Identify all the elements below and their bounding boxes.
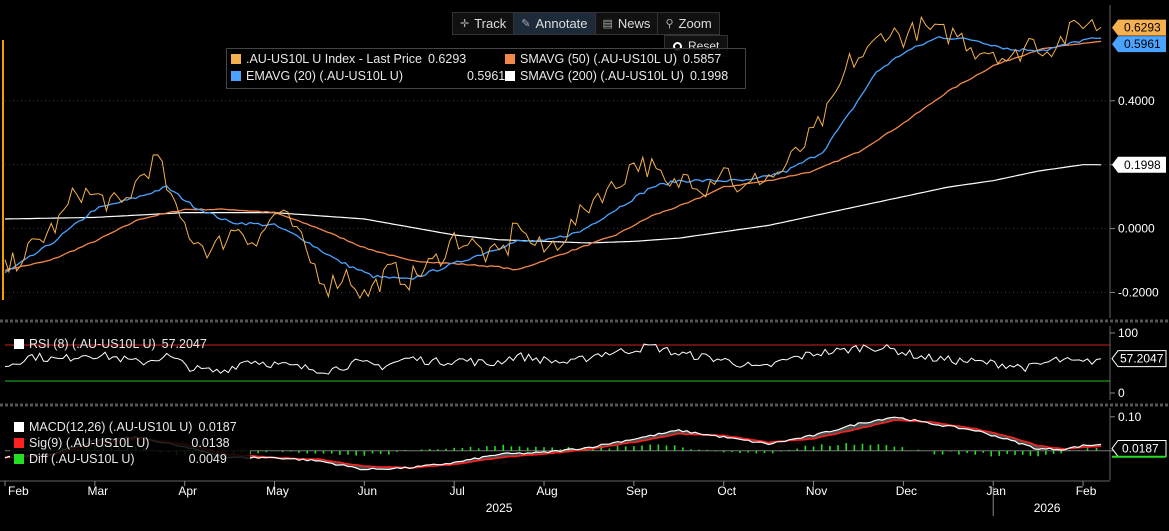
news-label: News	[617, 16, 651, 31]
price-y-tick-label: 0.4000	[1118, 94, 1155, 108]
legend-value-ema20: 0.5961	[466, 69, 506, 83]
news-button[interactable]: ▤ News	[596, 13, 659, 34]
legend-swatch-sma200	[505, 71, 515, 81]
x-tick-label: Sep	[626, 484, 648, 498]
x-tick-label: Jun	[358, 484, 377, 498]
x-tick-label: Mar	[88, 484, 109, 498]
legend-swatch-price	[231, 54, 241, 64]
legend-value-price: 0.6293	[428, 52, 467, 66]
rsi-panel: 100 0 57.2047	[0, 326, 1169, 407]
rsi-line	[4, 343, 1102, 375]
x-axis: Feb Mar Apr May Jun Jul Aug Sep Oct Nov Dec Jan Feb 2…	[0, 480, 1110, 516]
last-value-label: 0.6293	[1124, 21, 1161, 35]
chart-toolbar: ✛ Track ✎ Annotate ▤ News ⚲ Zoom	[452, 12, 720, 35]
macd-last-value-tag	[1111, 439, 1167, 457]
last-value-tag	[1112, 156, 1166, 173]
last-value-tag	[1112, 19, 1166, 36]
legend-swatch-ema20	[231, 71, 241, 81]
legend-swatch-macd	[14, 422, 24, 432]
x-tick-label: Jul	[450, 484, 465, 498]
legend-swatch-diff	[14, 454, 24, 464]
x-tick-label: Feb	[8, 484, 29, 498]
crosshair-icon: ✛	[460, 18, 470, 30]
macd-y-tick-label: 0.10	[1118, 410, 1142, 424]
last-value-label: 0.1998	[1124, 158, 1161, 172]
legend-name-diff: Diff (.AU-US10L U)	[29, 452, 135, 466]
x-tick-label: Apr	[178, 484, 197, 498]
zoom-button[interactable]: ⚲ Zoom	[658, 13, 718, 34]
news-icon: ▤	[602, 18, 613, 30]
x-tick-label: Dec	[896, 484, 917, 498]
legend-name-price: .AU-US10L U Index - Last Price	[246, 52, 422, 66]
annotate-label: Annotate	[535, 16, 588, 31]
year-label: 2026	[1034, 501, 1061, 515]
rsi-legend: RSI (8) (.AU-US10L U) 57.2047	[10, 336, 228, 353]
legend-value-sma50: 0.5857	[682, 52, 722, 66]
macd-legend: MACD(12,26) (.AU-US10L U) 0.0187 Sig(9) …	[10, 419, 250, 469]
annotate-button[interactable]: ✎ Annotate	[514, 13, 596, 34]
year-label: 2025	[486, 501, 513, 515]
series-line-price	[4, 15, 1102, 300]
legend-value-diff: 0.0049	[188, 452, 227, 466]
legend-swatch-sma50	[505, 54, 515, 64]
legend-value-signal: 0.0138	[191, 436, 230, 450]
track-button[interactable]: ✛ Track	[453, 13, 515, 34]
x-tick-label: Oct	[717, 484, 736, 498]
legend-name-signal: Sig(9) (.AU-US10L U)	[29, 436, 150, 450]
rsi-y-tick-label: 0	[1118, 386, 1125, 400]
series-line-sma200	[4, 164, 1102, 244]
legend-name-sma50: SMAVG (50) (.AU-US10L U)	[520, 52, 677, 66]
legend-value-macd: 0.0187	[198, 420, 237, 434]
x-tick-label: Feb	[1076, 484, 1097, 498]
price-legend: .AU-US10L U Index - Last Price 0.6293 SM…	[226, 48, 746, 89]
series-line-sma50	[4, 40, 1102, 272]
last-value-label: 0.5961	[1124, 37, 1161, 51]
legend-name-sma200: SMAVG (200) (.AU-US10L U)	[520, 69, 684, 83]
legend-value-sma200: 0.1998	[689, 69, 729, 83]
rsi-y-tick-label: 100	[1118, 326, 1138, 340]
track-label: Track	[474, 16, 507, 31]
legend-name-rsi: RSI (8) (.AU-US10L U)	[29, 337, 156, 351]
magnifier-icon: ⚲	[665, 18, 674, 30]
last-value-tag	[1112, 36, 1166, 53]
x-tick-label: Nov	[806, 484, 827, 498]
x-tick-label: Jan	[987, 484, 1006, 498]
macd-last-value-label: 0.0187	[1122, 441, 1159, 455]
price-y-tick-label: 0.0000	[1118, 222, 1155, 236]
rsi-last-value-tag	[1111, 350, 1167, 368]
price-y-tick-label: -0.2000	[1118, 285, 1159, 299]
legend-swatch-rsi	[14, 339, 24, 349]
legend-value-rsi: 57.2047	[161, 337, 207, 351]
rsi-last-value-label: 57.2047	[1120, 352, 1164, 366]
price-panel: -0.20000.00000.20000.40000.62930.59610.1…	[0, 5, 1169, 323]
legend-name-macd: MACD(12,26) (.AU-US10L U)	[29, 420, 193, 434]
legend-name-ema20: EMAVG (20) (.AU-US10L U)	[246, 69, 403, 83]
legend-swatch-signal	[14, 438, 24, 448]
x-tick-label: May	[266, 484, 289, 498]
x-tick-label: Aug	[536, 484, 557, 498]
zoom-label: Zoom	[678, 16, 712, 31]
pencil-icon: ✎	[521, 18, 531, 30]
series-line-ema20	[4, 35, 1102, 280]
